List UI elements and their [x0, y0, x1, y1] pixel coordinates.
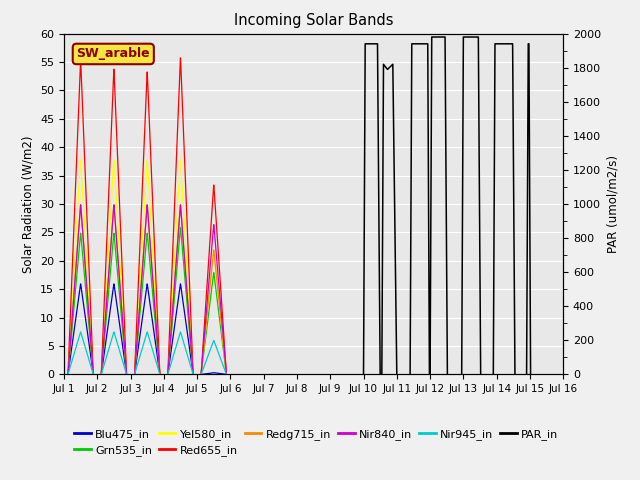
Y-axis label: Solar Radiation (W/m2): Solar Radiation (W/m2) — [22, 135, 35, 273]
Text: SW_arable: SW_arable — [77, 48, 150, 60]
Y-axis label: PAR (umol/m2/s): PAR (umol/m2/s) — [607, 155, 620, 253]
Legend: Blu475_in, Grn535_in, Yel580_in, Red655_in, Redg715_in, Nir840_in, Nir945_in, PA: Blu475_in, Grn535_in, Yel580_in, Red655_… — [70, 424, 563, 460]
Title: Incoming Solar Bands: Incoming Solar Bands — [234, 13, 394, 28]
